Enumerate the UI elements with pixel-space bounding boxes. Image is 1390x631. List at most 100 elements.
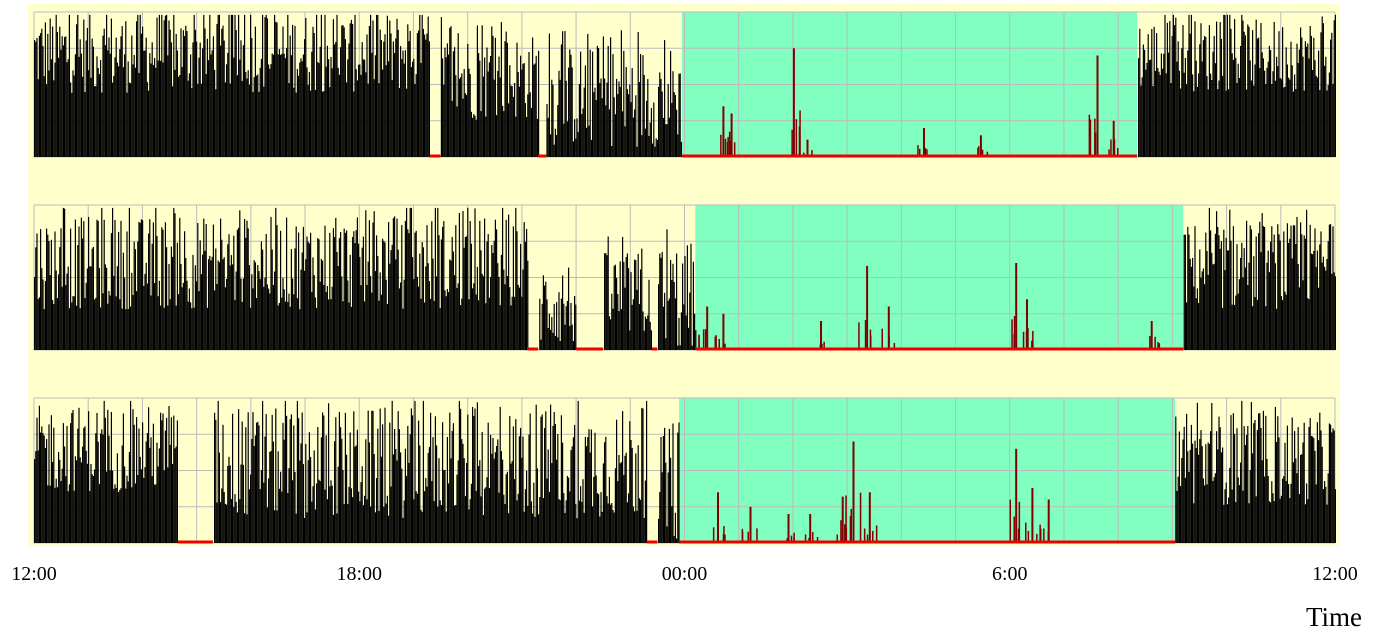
activity-bar	[593, 476, 595, 543]
activity-bar	[388, 222, 390, 350]
activity-bar	[464, 496, 466, 543]
activity-bar	[644, 316, 646, 350]
activity-bar	[164, 430, 166, 543]
activity-bar	[400, 46, 402, 157]
activity-bar	[376, 478, 378, 543]
activity-bar	[1306, 46, 1308, 158]
activity-bar	[492, 438, 494, 543]
activity-bar	[1296, 43, 1298, 158]
activity-bar	[374, 512, 376, 543]
activity-bar	[1216, 21, 1218, 157]
activity-bar	[1259, 413, 1261, 543]
activity-bar	[88, 70, 90, 157]
activity-bar	[78, 407, 80, 543]
activity-bar	[409, 207, 411, 350]
activity-bar	[446, 437, 448, 543]
activity-bar	[516, 500, 518, 543]
activity-bar	[397, 29, 399, 157]
activity-bar	[1231, 489, 1233, 543]
activity-bar	[62, 423, 64, 543]
activity-bar	[313, 33, 315, 157]
activity-bar	[536, 468, 538, 543]
activity-bar	[256, 75, 258, 157]
activity-bar	[360, 482, 362, 543]
activity-bar	[594, 432, 596, 543]
rest-spike	[812, 532, 814, 543]
activity-bar	[1276, 308, 1278, 350]
activity-bar	[650, 330, 652, 350]
activity-bar	[78, 56, 80, 157]
activity-bar	[480, 496, 482, 543]
rest-spike	[840, 520, 842, 543]
activity-bar	[343, 228, 345, 350]
activity-bar	[322, 412, 324, 543]
activity-bar	[1187, 50, 1189, 157]
activity-bar	[37, 299, 39, 350]
activity-bar	[475, 119, 477, 157]
activity-bar	[258, 271, 260, 350]
activity-bar	[1273, 234, 1275, 350]
rest-spike	[821, 344, 823, 350]
activity-bar	[1241, 14, 1243, 158]
activity-bar	[494, 452, 496, 543]
activity-bar	[635, 453, 637, 543]
activity-bar	[1156, 33, 1158, 157]
activity-bar	[140, 469, 142, 543]
activity-bar	[43, 76, 45, 157]
activity-bar	[337, 266, 339, 350]
activity-bar	[203, 14, 205, 158]
activity-bar	[470, 111, 472, 157]
activity-bar	[620, 309, 622, 350]
activity-bar	[58, 57, 60, 157]
activity-bar	[1236, 244, 1238, 350]
activity-bar	[326, 286, 328, 350]
panel-1	[33, 11, 1336, 158]
activity-bar	[1186, 84, 1188, 157]
activity-bar	[356, 429, 358, 543]
activity-bar	[1237, 63, 1239, 157]
activity-bar	[398, 88, 400, 157]
activity-bar	[68, 308, 70, 350]
rest-spike	[820, 321, 822, 350]
activity-bar	[140, 33, 142, 158]
activity-bar	[1310, 436, 1312, 543]
activity-bar	[644, 480, 646, 543]
activity-bar	[456, 474, 458, 543]
activity-bar	[310, 457, 312, 543]
activity-bar	[601, 98, 603, 157]
activity-bar	[620, 462, 622, 543]
activity-bar	[1250, 80, 1252, 157]
activity-bar	[626, 502, 628, 543]
activity-bar	[1199, 44, 1201, 157]
activity-bar	[469, 74, 471, 157]
activity-bar	[605, 436, 607, 543]
activity-bar	[584, 65, 586, 157]
activity-bar	[1152, 86, 1154, 157]
activity-bar	[551, 463, 553, 543]
rest-spike	[841, 496, 844, 543]
activity-bar	[1290, 225, 1292, 350]
activity-bar	[254, 262, 256, 350]
activity-bar	[40, 432, 42, 543]
activity-bar	[1291, 65, 1293, 157]
activity-bar	[385, 279, 387, 350]
activity-bar	[1232, 59, 1234, 157]
activity-bar	[188, 73, 190, 157]
activity-bar	[424, 34, 426, 157]
activity-bar	[1169, 21, 1171, 157]
activity-bar	[1300, 27, 1302, 157]
activity-bar	[382, 424, 384, 543]
activity-bar	[348, 486, 350, 543]
rest-spike	[1017, 528, 1020, 543]
activity-bar	[647, 79, 649, 157]
activity-bar	[1234, 19, 1236, 157]
activity-bar	[564, 31, 566, 157]
activity-bar	[350, 306, 352, 350]
activity-bar	[348, 302, 350, 350]
activity-bar	[191, 88, 193, 157]
activity-bar	[668, 428, 670, 543]
activity-bar	[41, 268, 43, 350]
activity-bar	[546, 299, 548, 350]
activity-bar	[410, 67, 412, 157]
activity-bar	[1236, 428, 1238, 543]
